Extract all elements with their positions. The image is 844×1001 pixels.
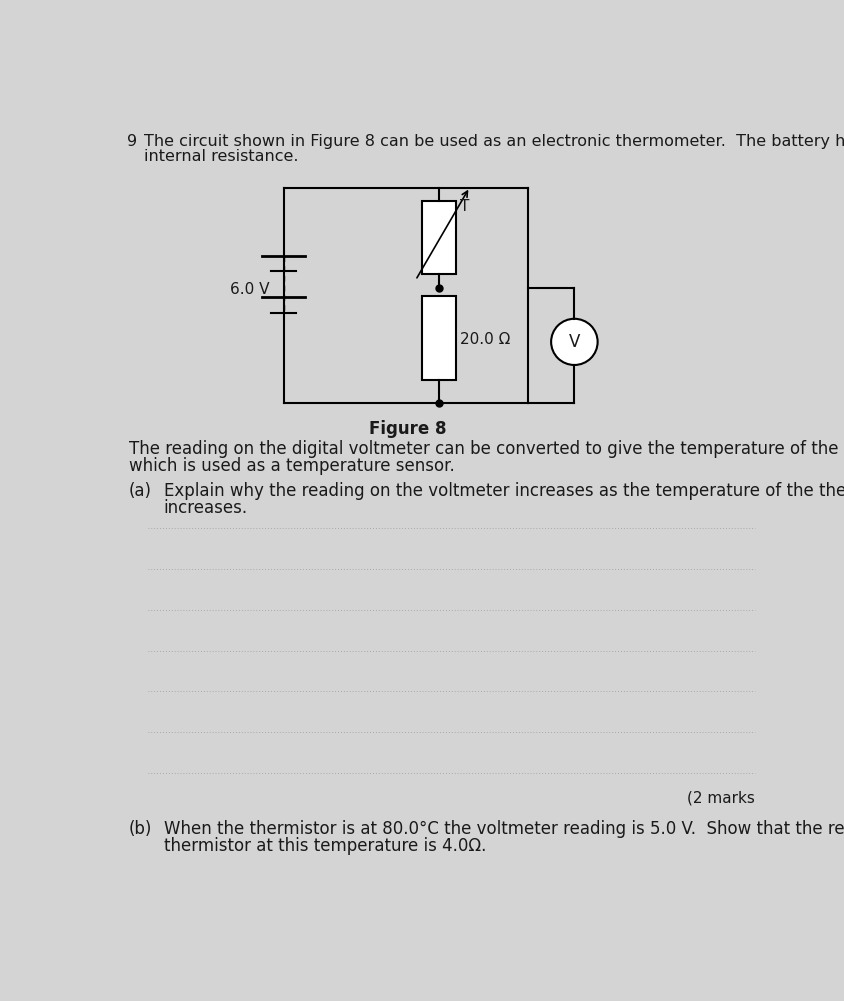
Text: 6.0 V: 6.0 V (230, 282, 269, 297)
Text: (2 marks: (2 marks (687, 790, 755, 805)
Bar (422, 201, 456, 274)
Text: which is used as a temperature sensor.: which is used as a temperature sensor. (129, 456, 455, 474)
Text: internal resistance.: internal resistance. (144, 149, 299, 164)
Text: (b): (b) (129, 820, 152, 838)
Text: When the thermistor is at 80.0°C the voltmeter reading is 5.0 V.  Show that the : When the thermistor is at 80.0°C the vol… (164, 820, 844, 838)
Text: T: T (460, 198, 469, 213)
Bar (422, 295, 456, 380)
Text: increases.: increases. (164, 498, 248, 517)
Text: The reading on the digital voltmeter can be converted to give the temperature of: The reading on the digital voltmeter can… (129, 439, 844, 457)
Text: 20.0 Ω: 20.0 Ω (461, 332, 511, 347)
Text: Figure 8: Figure 8 (369, 420, 446, 438)
Text: V: V (569, 333, 580, 351)
Text: The circuit shown in Figure 8 can be used as an electronic thermometer.  The bat: The circuit shown in Figure 8 can be use… (144, 134, 844, 149)
Circle shape (551, 318, 598, 365)
Text: 9: 9 (127, 134, 138, 149)
Text: (a): (a) (129, 482, 152, 500)
Text: Explain why the reading on the voltmeter increases as the temperature of the the: Explain why the reading on the voltmeter… (164, 482, 844, 500)
Text: thermistor at this temperature is 4.0Ω.: thermistor at this temperature is 4.0Ω. (164, 837, 486, 855)
